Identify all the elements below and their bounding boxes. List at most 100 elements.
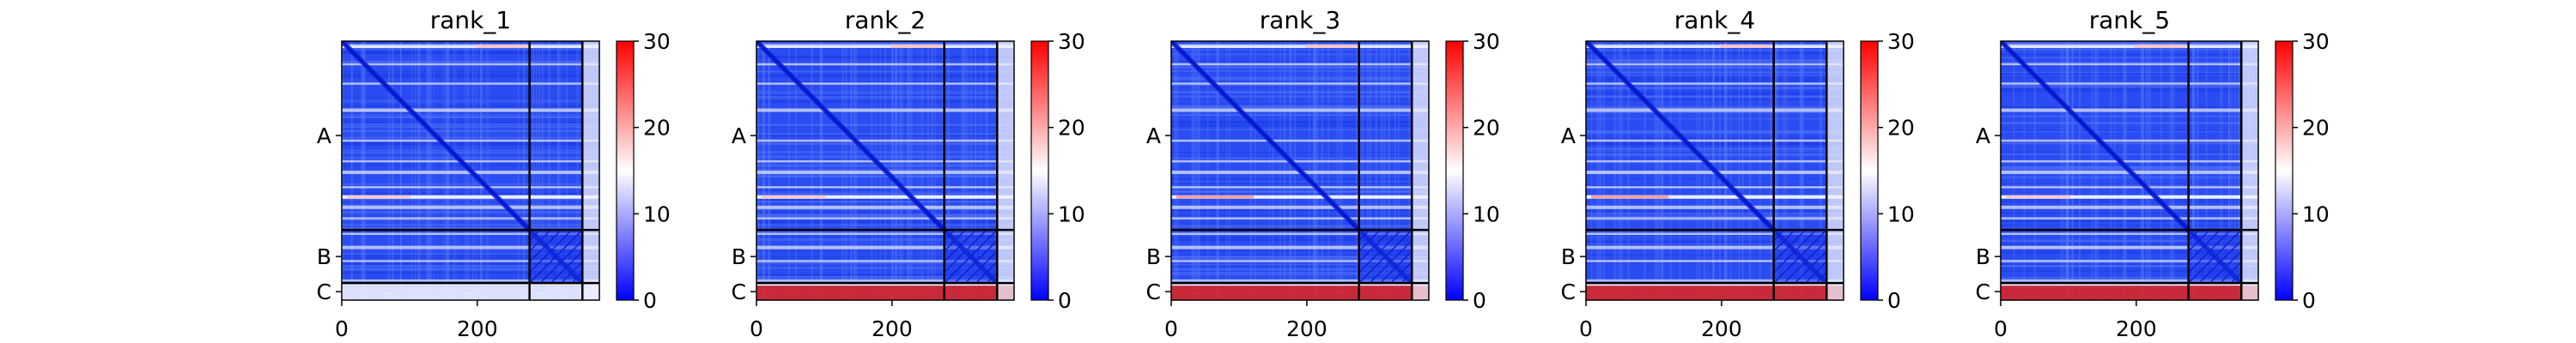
- lattice-line: [550, 250, 583, 284]
- texture-row: [2001, 91, 2258, 93]
- texture-row: [1171, 53, 1429, 55]
- error-band: [2001, 82, 2258, 85]
- error-band: [1586, 186, 1844, 189]
- error-band: [1586, 108, 1844, 112]
- y-tick-label: B: [317, 244, 331, 269]
- texture-row: [1586, 87, 1844, 90]
- texture-row: [1586, 209, 1844, 213]
- colorbar: 0 10 20 30: [1030, 29, 1085, 313]
- error-band: [1586, 139, 1844, 142]
- x-tick-label: 0: [750, 316, 763, 341]
- texture-row: [756, 43, 1014, 45]
- texture-row: [1171, 70, 1429, 72]
- texture-row: [1171, 256, 1429, 257]
- texture-row: [2001, 251, 2258, 253]
- x-tick-label: 0: [1579, 316, 1593, 341]
- panel-title: rank_5: [2089, 6, 2170, 34]
- texture-row: [1586, 77, 1844, 80]
- texture-row: [1586, 118, 1844, 120]
- error-band: [756, 260, 1014, 262]
- colorbar-tick-label: 0: [2302, 288, 2316, 313]
- texture-row: [756, 74, 1014, 76]
- texture-row: [1171, 225, 1429, 227]
- texture-row: [1171, 250, 1429, 252]
- chain-c-col: [2242, 41, 2258, 300]
- texture-row: [756, 261, 1014, 264]
- error-band: [1586, 205, 1844, 209]
- texture-row: [342, 204, 599, 207]
- texture-row: [342, 256, 599, 259]
- texture-row: [342, 51, 599, 54]
- error-band: [2001, 159, 2258, 163]
- texture-row: [2001, 88, 2258, 91]
- texture-row: [342, 253, 599, 255]
- error-band: [1171, 63, 1429, 66]
- texture-row: [1171, 265, 1429, 268]
- texture-row: [2001, 244, 2258, 247]
- texture-row: [342, 231, 599, 233]
- colorbar-tick-label: 10: [1058, 202, 1085, 226]
- texture-row: [756, 56, 1014, 58]
- y-tick-label: A: [317, 123, 331, 148]
- texture-row: [342, 60, 599, 63]
- lattice-line: [1390, 261, 1413, 284]
- lattice-line: [1358, 229, 1381, 252]
- texture-row: [2001, 48, 2258, 51]
- texture-row: [1171, 209, 1429, 211]
- colorbar-tick-label: 30: [2302, 29, 2330, 54]
- y-tick-label: B: [1976, 244, 1990, 269]
- texture-row: [1171, 238, 1429, 242]
- texture-row: [2001, 239, 2258, 242]
- texture-row: [756, 142, 1014, 145]
- texture-row: [1171, 53, 1429, 55]
- error-band-high: [1305, 45, 1357, 48]
- texture-row: [1586, 262, 1844, 265]
- lattice-line: [2208, 250, 2242, 284]
- colorbar-tick-label: 0: [1058, 288, 1072, 313]
- texture-row: [1586, 95, 1844, 98]
- error-band: [342, 232, 599, 235]
- error-band: [756, 186, 1014, 189]
- texture-row: [1586, 254, 1844, 256]
- texture-row: [2001, 77, 2258, 79]
- texture-row: [1586, 93, 1844, 94]
- colorbar-tick-label: 10: [643, 202, 671, 226]
- texture-row: [756, 250, 1014, 252]
- error-band: [756, 159, 1014, 163]
- colorbar-gradient: [1030, 40, 1049, 301]
- error-band-high: [476, 45, 527, 48]
- axes-frame: [1585, 40, 1844, 301]
- texture-row: [756, 47, 1014, 49]
- error-band: [2001, 186, 2258, 189]
- lattice-line: [1379, 250, 1413, 284]
- texture-row: [756, 155, 1014, 159]
- texture-row: [1171, 49, 1429, 51]
- chain-c-row: [342, 286, 599, 300]
- texture-row: [342, 143, 599, 145]
- error-band: [2001, 195, 2258, 199]
- texture-row: [1171, 271, 1429, 274]
- texture-row: [1586, 61, 1844, 63]
- error-band: [1171, 217, 1429, 220]
- colorbar-tick-label: 20: [1473, 116, 1500, 141]
- texture-row: [342, 113, 599, 115]
- texture-row: [2001, 176, 2258, 178]
- error-band: [342, 279, 599, 282]
- chain-c-col: [583, 41, 599, 300]
- texture-row: [2001, 262, 2258, 264]
- texture-row: [342, 254, 599, 256]
- texture-row: [756, 81, 1014, 82]
- texture-row: [756, 189, 1014, 190]
- texture-row: [2001, 262, 2258, 265]
- colorbar-tick-label: 0: [1887, 288, 1901, 313]
- texture-row: [1586, 107, 1844, 109]
- lattice-line: [1773, 229, 1827, 284]
- texture-row: [1586, 178, 1844, 179]
- panel-title: rank_3: [1260, 6, 1340, 34]
- texture-row: [342, 111, 599, 114]
- error-band: [756, 245, 1014, 250]
- lattice-line: [2220, 261, 2242, 284]
- texture-row: [342, 115, 599, 118]
- texture-row: [342, 70, 599, 73]
